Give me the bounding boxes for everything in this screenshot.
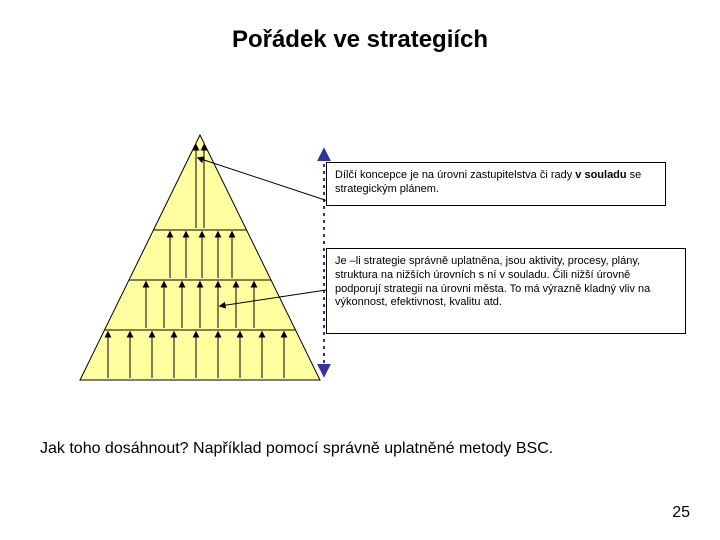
- page-number: 25: [672, 504, 690, 522]
- callout-top: Dílčí koncepce je na úrovni zastupitelst…: [326, 162, 666, 206]
- pyramid: [75, 135, 325, 380]
- callout-bottom: Je –li strategie správně uplatněna, jsou…: [326, 248, 686, 334]
- bottom-question: Jak toho dosáhnout? Například pomocí spr…: [40, 440, 553, 458]
